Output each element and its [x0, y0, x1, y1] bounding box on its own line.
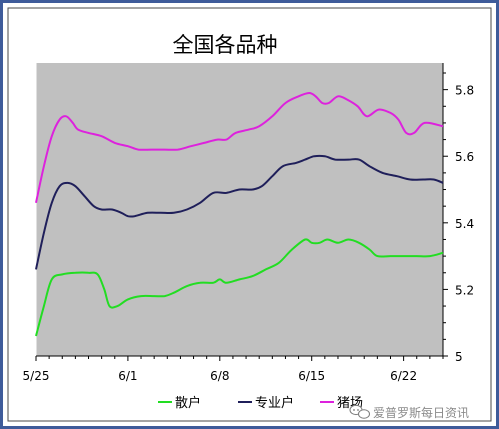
- chart-title: 全国各品种: [173, 33, 278, 57]
- y-tick-label: 5: [455, 350, 463, 364]
- series-line-1: [35, 154, 444, 270]
- y-tick-label: 5.8: [455, 84, 474, 98]
- chat-bubbles-icon: [349, 404, 370, 419]
- watermark-text: 爱普罗斯每日资讯: [373, 405, 469, 420]
- x-tick-label: 5/25: [23, 369, 50, 383]
- legend-label-1: 专业户: [255, 395, 294, 411]
- legend: 散户 专业户 猪场: [158, 395, 363, 411]
- series-lines: [35, 92, 444, 337]
- x-tick-label: 6/8: [210, 369, 229, 383]
- y-tick-label: 5.2: [455, 283, 474, 297]
- y-tick-label: 5.6: [455, 150, 474, 164]
- plot-area: [36, 63, 443, 356]
- legend-label-0: 散户: [175, 395, 201, 411]
- x-tick-label: 6/15: [298, 369, 325, 383]
- y-tick-label: 5.4: [455, 217, 474, 231]
- x-tick-label: 6/1: [118, 369, 137, 383]
- x-tick-label: 6/22: [390, 369, 417, 383]
- axes: 5 5.2 5.4 5.6 5.8 5/25 6/1 6/8 6/15 6/22: [23, 63, 474, 383]
- series-line-2: [35, 92, 444, 204]
- series-line-0: [35, 238, 444, 337]
- watermark: 爱普罗斯每日资讯: [349, 404, 469, 420]
